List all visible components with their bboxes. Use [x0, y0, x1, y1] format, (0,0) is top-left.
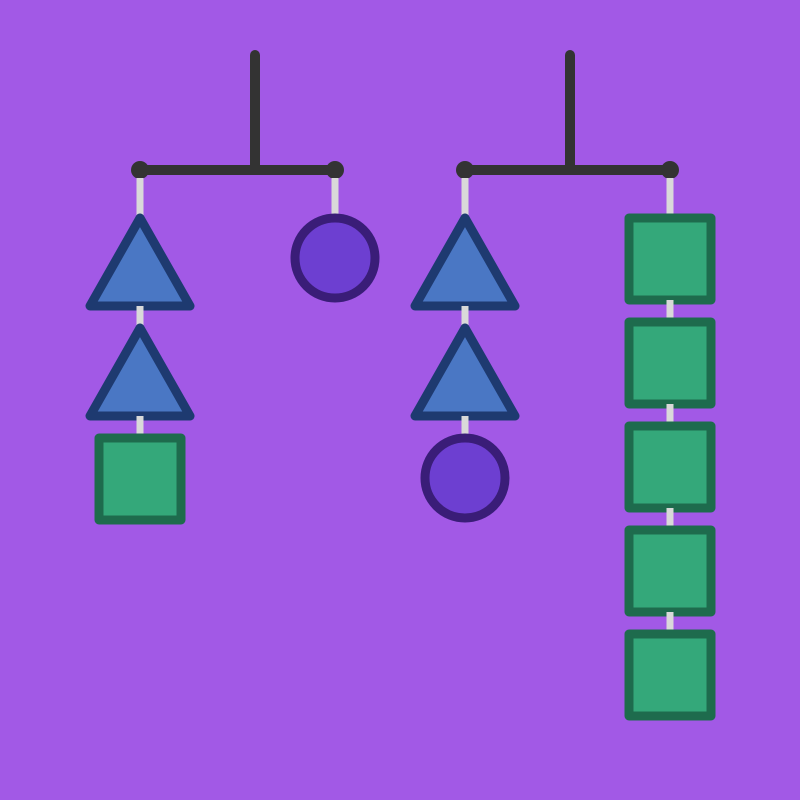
circle-shape	[295, 218, 375, 298]
square-shape	[629, 322, 711, 404]
square-shape	[629, 426, 711, 508]
square-shape	[99, 438, 181, 520]
bar-joint	[661, 161, 679, 179]
square-shape	[629, 218, 711, 300]
mobile-diagram	[0, 0, 800, 800]
square-shape	[629, 634, 711, 716]
bar-joint	[456, 161, 474, 179]
bar-joint	[326, 161, 344, 179]
square-shape	[629, 530, 711, 612]
bar-joint	[131, 161, 149, 179]
hanging-arm	[629, 178, 711, 716]
circle-shape	[425, 438, 505, 518]
